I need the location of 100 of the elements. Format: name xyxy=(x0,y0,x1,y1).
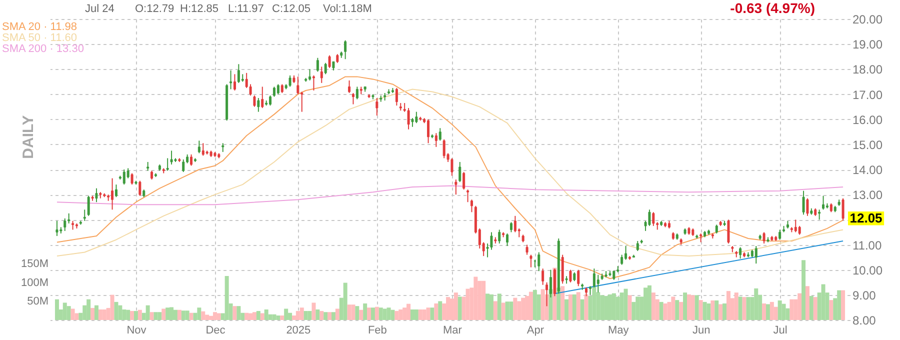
bar xyxy=(798,293,802,320)
bar xyxy=(170,307,174,320)
bar xyxy=(738,296,742,320)
candlestick xyxy=(352,92,354,105)
bar xyxy=(205,314,210,320)
bar xyxy=(620,292,624,320)
bar xyxy=(62,302,67,320)
bar xyxy=(770,302,774,320)
bar xyxy=(536,294,541,320)
bar xyxy=(802,260,806,320)
bar xyxy=(224,276,229,320)
bar xyxy=(647,285,652,320)
y2-tick-label: 100M xyxy=(20,276,48,289)
candlestick xyxy=(348,80,351,94)
bar xyxy=(710,300,715,320)
bar xyxy=(766,304,770,320)
candlestick xyxy=(233,74,236,91)
bar xyxy=(509,302,514,320)
candlestick xyxy=(257,98,260,112)
bar xyxy=(134,310,138,320)
bar xyxy=(821,284,826,320)
x-tick-label: Feb xyxy=(368,324,387,336)
bar xyxy=(54,299,59,320)
y-tick-label: 8.00 xyxy=(852,314,876,328)
bar xyxy=(331,312,336,320)
bar xyxy=(521,298,526,320)
bar xyxy=(813,297,818,320)
bar xyxy=(398,309,403,320)
y-tick-label: 20.00 xyxy=(852,12,883,26)
x-tick-label: Dec xyxy=(206,324,226,336)
candlestick xyxy=(514,215,516,233)
bar xyxy=(604,296,608,320)
bar xyxy=(363,303,368,320)
candlestick xyxy=(506,232,509,247)
bar xyxy=(177,310,182,320)
bar xyxy=(786,308,790,320)
bar xyxy=(458,296,462,320)
bar xyxy=(359,310,364,320)
bar xyxy=(805,286,810,320)
candlestick xyxy=(87,195,90,216)
candlestick xyxy=(624,246,628,260)
bar xyxy=(580,299,584,320)
bar xyxy=(292,315,296,320)
bar xyxy=(690,295,695,320)
bar xyxy=(675,300,680,320)
bar xyxy=(706,303,711,320)
candlestick xyxy=(510,222,512,233)
bar xyxy=(118,305,122,320)
text: H:12.85 xyxy=(180,3,219,15)
bar xyxy=(486,294,490,320)
bar xyxy=(809,296,814,320)
candlestick xyxy=(842,198,844,221)
bar xyxy=(102,309,106,320)
bar xyxy=(288,312,292,320)
bar xyxy=(837,290,842,320)
bar xyxy=(628,295,632,320)
line-series xyxy=(56,88,844,257)
bar xyxy=(564,299,569,320)
candlestick xyxy=(95,188,98,203)
candlestick xyxy=(237,64,240,84)
candlestick xyxy=(802,190,805,216)
candlestick xyxy=(454,179,458,196)
bar xyxy=(114,302,118,320)
candlestick xyxy=(577,269,580,287)
bar xyxy=(714,300,719,320)
bar xyxy=(434,303,438,320)
bar xyxy=(402,308,407,320)
bar xyxy=(126,310,130,320)
bar xyxy=(722,303,727,320)
y-tick-label: 19.00 xyxy=(852,38,883,52)
candlestick xyxy=(822,195,825,210)
candlestick xyxy=(296,76,300,95)
bar xyxy=(482,280,486,320)
candlestick xyxy=(442,138,446,159)
candlestick xyxy=(498,229,501,244)
bar xyxy=(328,312,332,320)
x-tick-label: Jul xyxy=(773,324,788,336)
y-tick-label: 14.00 xyxy=(852,163,883,177)
candlestick xyxy=(272,86,276,98)
candlestick xyxy=(538,252,540,272)
candlestick xyxy=(806,198,809,216)
bar xyxy=(478,280,482,320)
bar xyxy=(110,294,114,320)
bar xyxy=(497,294,502,320)
candlestick xyxy=(170,150,173,165)
x-tick-label: Jun xyxy=(692,324,710,336)
bar xyxy=(612,293,616,320)
bar xyxy=(651,292,656,320)
y-tick-label: 17.00 xyxy=(852,88,883,102)
x-tick-label: Nov xyxy=(126,324,147,336)
bar xyxy=(312,302,316,320)
bar xyxy=(324,312,328,320)
x-tick-label: 2025 xyxy=(286,324,311,336)
bar xyxy=(154,312,158,320)
bar xyxy=(197,308,202,320)
text: -0.63 (4.97%) xyxy=(730,0,815,16)
bar xyxy=(410,309,414,320)
bar xyxy=(343,282,348,320)
candlestick xyxy=(466,189,470,203)
bar xyxy=(390,310,395,320)
